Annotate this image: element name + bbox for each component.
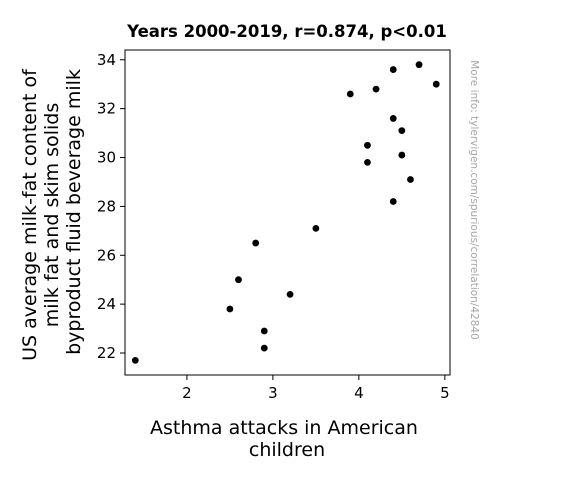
plot-frame <box>124 49 451 376</box>
y-tick-label: 24 <box>97 295 116 313</box>
y-axis-label-line-1: US average milk-fat content of <box>19 68 41 361</box>
x-axis: 2 3 4 5 <box>182 375 450 402</box>
x-tick-label: 2 <box>182 384 192 402</box>
y-tick-label: 34 <box>97 51 116 69</box>
data-point <box>398 127 406 135</box>
data-point <box>432 80 440 88</box>
y-tick-label: 32 <box>97 100 116 118</box>
data-point <box>312 224 320 232</box>
data-point <box>364 159 371 166</box>
y-axis: 22 24 26 28 30 32 34 <box>97 51 125 362</box>
data-points <box>131 61 440 364</box>
x-axis-label-line-1: Asthma attacks in American <box>150 417 418 439</box>
data-point <box>235 276 242 284</box>
x-axis-label: Asthma attacks in American children <box>150 417 424 461</box>
x-tick-label: 5 <box>440 384 450 402</box>
source-note: More info: tylervigen.com/spurious/corre… <box>468 60 480 340</box>
x-axis-label-line-2: children <box>249 439 325 461</box>
x-tick-label: 3 <box>268 384 278 402</box>
data-point <box>260 327 268 335</box>
data-point <box>346 90 354 98</box>
data-point <box>407 176 414 183</box>
data-point <box>372 85 380 93</box>
y-tick-label: 30 <box>97 149 116 167</box>
y-axis-label-line-2: milk fat and skim solids <box>41 103 63 327</box>
data-point <box>252 239 260 247</box>
data-point <box>364 141 371 149</box>
data-point <box>226 305 234 313</box>
data-point <box>131 356 139 364</box>
x-tick-label: 4 <box>354 384 364 402</box>
source-note-text: More info: tylervigen.com/spurious/corre… <box>468 60 480 340</box>
data-point <box>389 115 397 122</box>
data-point <box>389 66 397 73</box>
y-axis-label-line-3: byproduct fluid beverage milk <box>63 69 85 355</box>
data-point <box>415 61 423 69</box>
svg-text:US average milk-fat content of: US average milk-fat content of milk fat … <box>19 63 85 361</box>
data-point <box>389 198 397 205</box>
y-axis-label: US average milk-fat content of milk fat … <box>19 63 85 361</box>
y-tick-label: 28 <box>97 197 116 215</box>
y-tick-label: 26 <box>97 246 116 264</box>
data-point <box>398 151 406 159</box>
data-point <box>260 344 268 352</box>
y-tick-label: 22 <box>97 344 116 362</box>
chart-title: Years 2000-2019, r=0.874, p<0.01 <box>126 22 447 41</box>
data-point <box>286 290 294 298</box>
